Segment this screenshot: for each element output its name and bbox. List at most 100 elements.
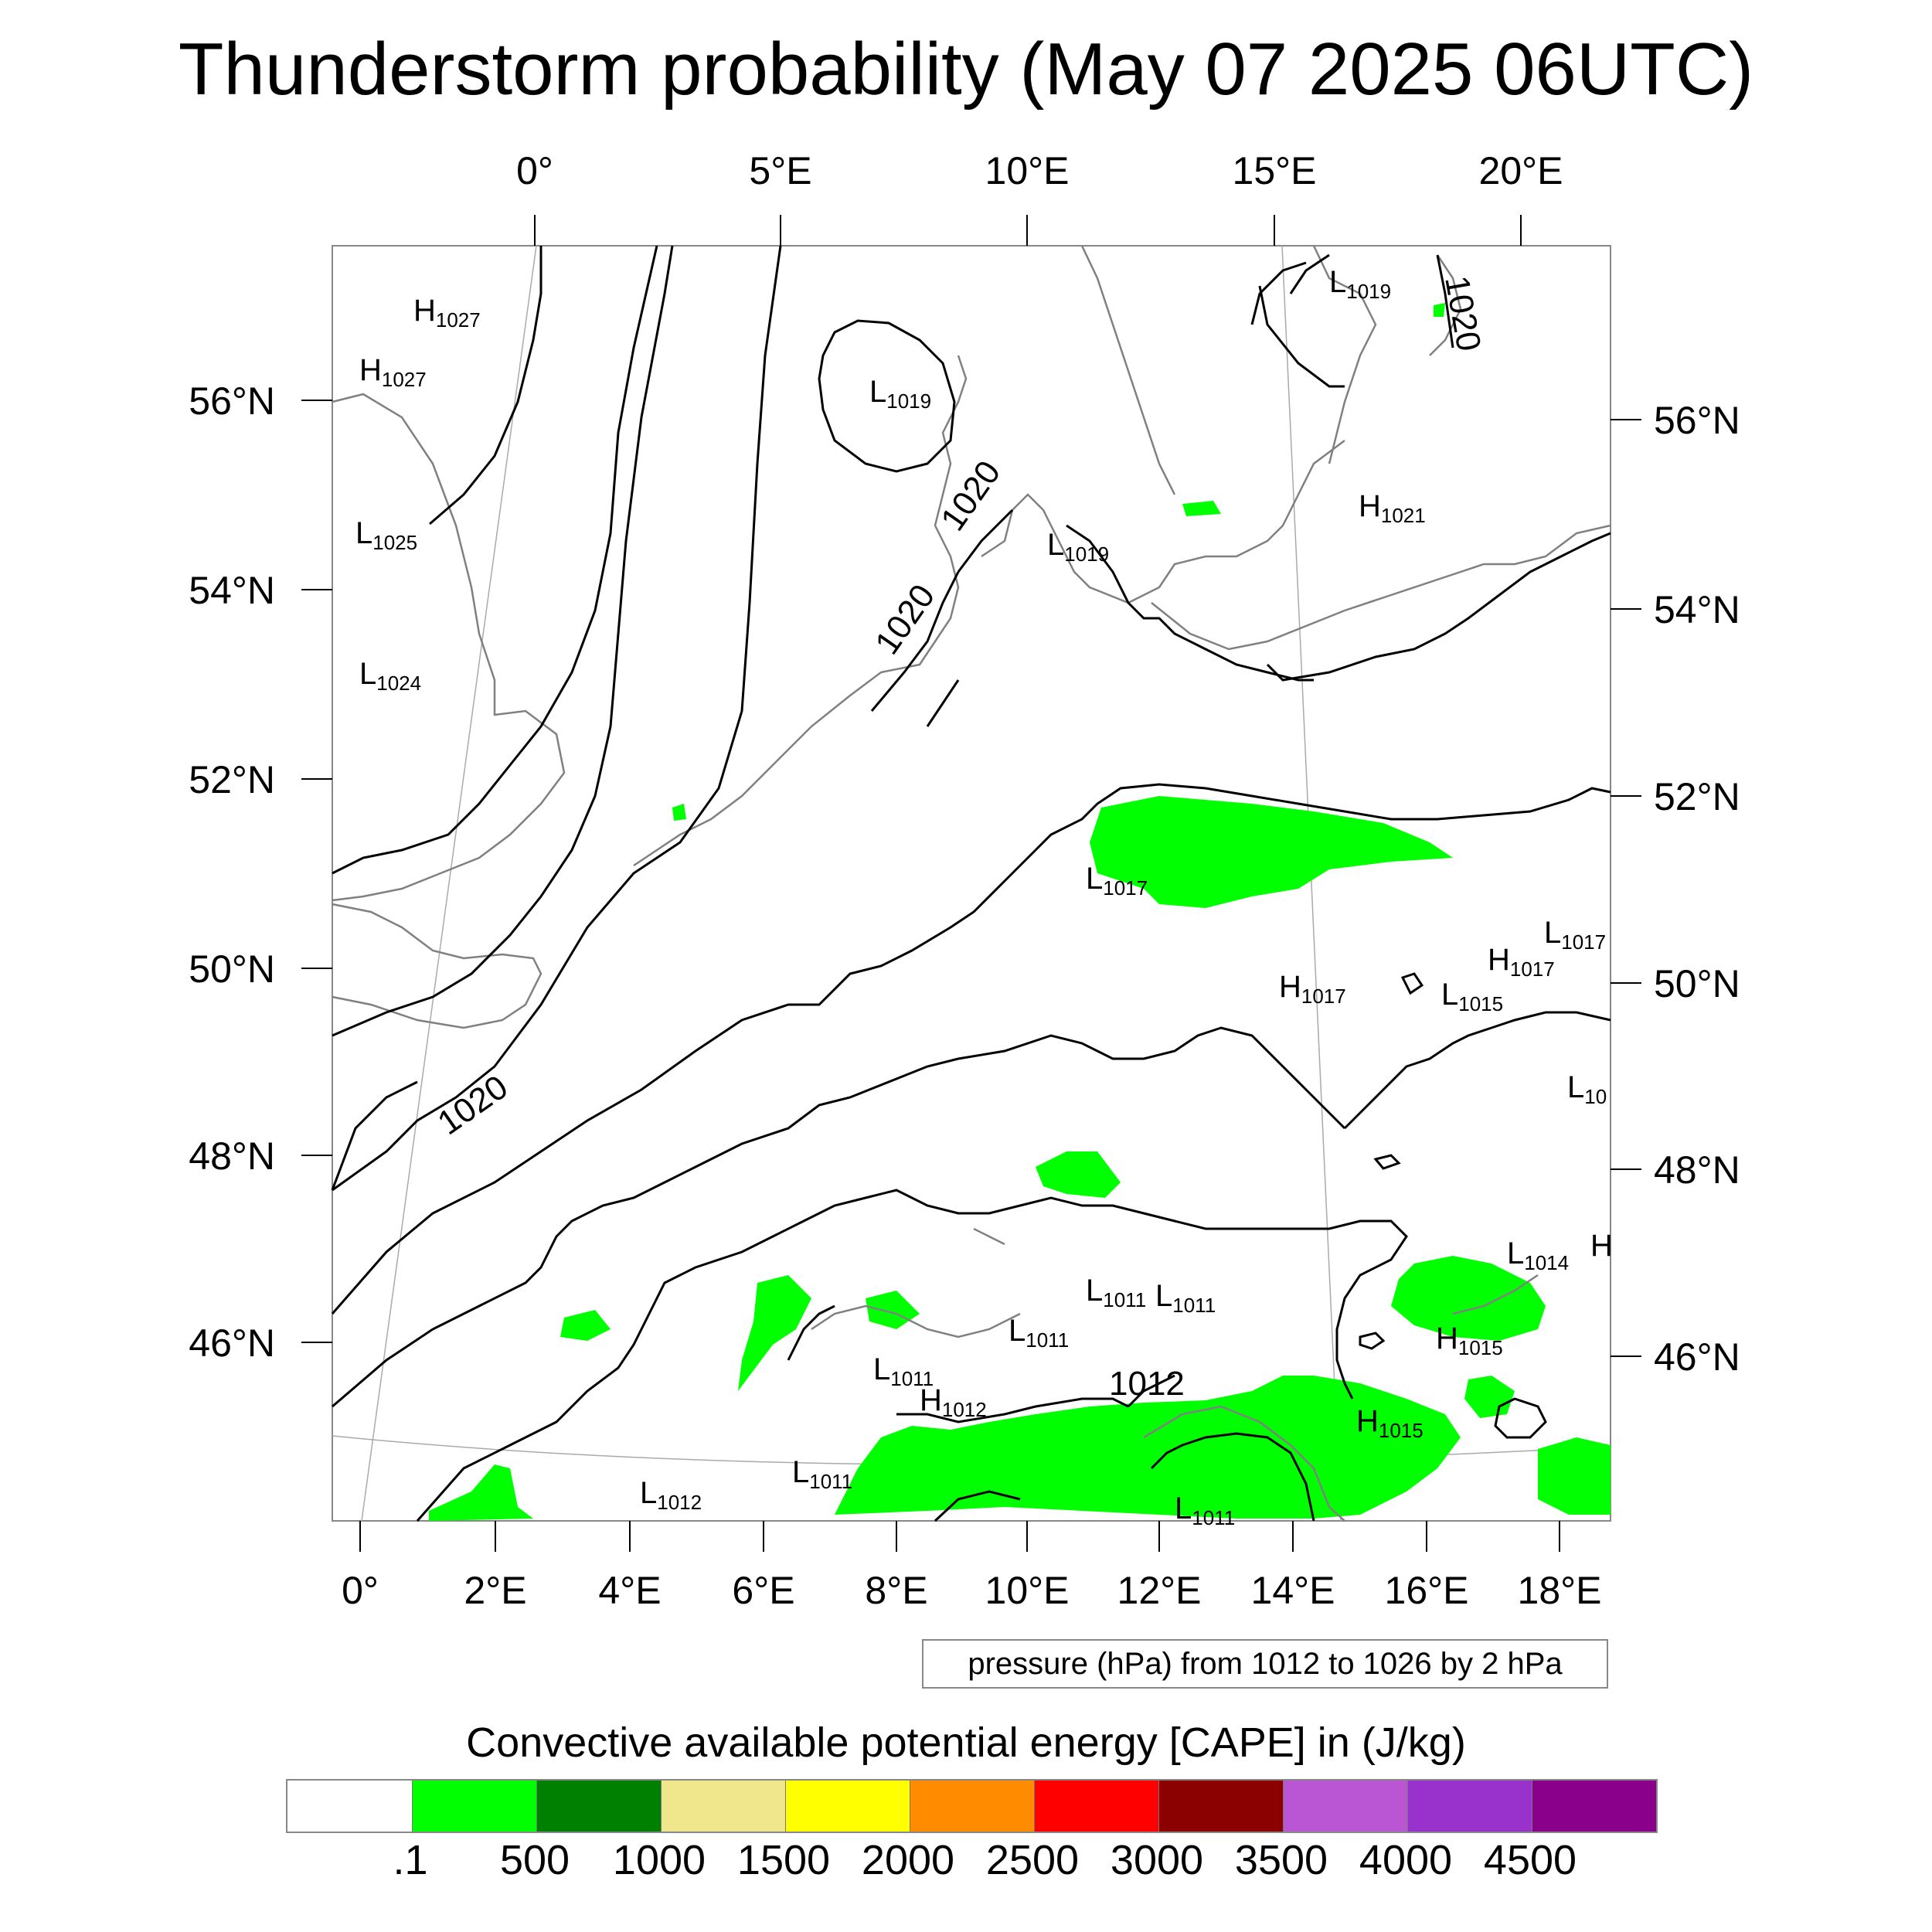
coastlines (332, 245, 1611, 1522)
cape-area-alps-west (738, 1275, 811, 1391)
colorbar-swatch (287, 1781, 412, 1832)
pressure-center: L1011 (1009, 1314, 1069, 1352)
pressure-center: L1019 (1047, 528, 1109, 566)
pressure-center: L1011 (873, 1352, 934, 1390)
tick-label: 10°E (985, 149, 1070, 192)
tick-label: 54°N (1654, 588, 1740, 631)
pressure-center: L1017 (1086, 862, 1148, 900)
pressure-center: H1012 (920, 1383, 987, 1421)
cape-area-east2 (1464, 1376, 1515, 1418)
cape-area-east (1391, 1256, 1546, 1341)
tick-label: 52°N (189, 758, 275, 801)
tick-label: 6°E (732, 1569, 794, 1612)
colorbar-label: 1000 (612, 1837, 706, 1883)
tick-label: 15°E (1233, 149, 1317, 192)
colorbar (286, 1779, 1658, 1833)
colorbar-title: Convective available potential energy [C… (466, 1719, 1466, 1766)
cape-area-sweden (1434, 303, 1445, 317)
tick-label: 52°N (1654, 775, 1740, 818)
tick-label: 50°N (1654, 962, 1740, 1005)
tick-label: 48°N (1654, 1148, 1740, 1192)
colorbar-swatch (910, 1781, 1034, 1832)
pressure-center: H1027 (359, 353, 427, 391)
pressure-center: H1015 (1436, 1321, 1503, 1359)
right-lat-labels: 56°N 54°N 52°N 50°N 48°N 46°N (1654, 399, 1740, 1379)
pressure-center: L1017 (1544, 916, 1606, 954)
tick-label: 12°E (1117, 1569, 1202, 1612)
colorbar-swatch (536, 1781, 661, 1832)
pressure-center: H (1590, 1229, 1613, 1263)
colorbar-swatch (1034, 1781, 1158, 1832)
pressure-center: L1019 (1329, 265, 1391, 303)
chart-title: Thunderstorm probability (May 07 2025 06… (178, 28, 1754, 111)
tick-label: 10°E (985, 1569, 1070, 1612)
tick-label: 46°N (1654, 1335, 1740, 1379)
cape-area-baltic (1182, 501, 1221, 516)
colorbar-swatch (1407, 1781, 1532, 1832)
colorbar-label: 3500 (1234, 1837, 1328, 1883)
colorbar-label: 3000 (1110, 1837, 1204, 1883)
tick-label: 48°N (189, 1134, 275, 1178)
pressure-center: L1011 (1155, 1279, 1216, 1317)
colorbar-label: 4000 (1359, 1837, 1453, 1883)
tick-label: 4°E (598, 1569, 661, 1612)
pressure-center-group: H1027 H1027 L1025 L1024 L1019 L1019 L101… (355, 265, 1613, 1529)
tick-label: 56°N (189, 379, 275, 423)
pressure-center: H1017 (1488, 943, 1555, 981)
pressure-center: H1027 (413, 294, 481, 332)
pressure-center: H1021 (1359, 489, 1426, 527)
pressure-center: L1014 (1507, 1236, 1569, 1274)
cape-area-alps-north (1036, 1151, 1121, 1198)
pressure-center: L1019 (869, 375, 931, 413)
map-frame (332, 245, 1611, 1522)
tick-label: 16°E (1385, 1569, 1469, 1612)
colorbar-swatch (1158, 1781, 1283, 1832)
pressure-center: L1024 (359, 657, 421, 695)
tick-label: 8°E (865, 1569, 927, 1612)
left-lat-labels: 56°N 54°N 52°N 50°N 48°N 46°N (189, 379, 275, 1365)
pressure-center: H1015 (1356, 1404, 1423, 1442)
colorbar-label: 2000 (861, 1837, 955, 1883)
tick-label: 5°E (749, 149, 811, 192)
tick-marks (301, 215, 1641, 1552)
colorbar-label: 1500 (736, 1837, 831, 1883)
cape-areas (429, 303, 1611, 1521)
tick-label: 50°N (189, 947, 275, 991)
pressure-center: L1011 (792, 1455, 852, 1493)
tick-label: 46°N (189, 1321, 275, 1365)
colorbar-label: 2500 (985, 1837, 1080, 1883)
colorbar-swatch (1532, 1781, 1656, 1832)
colorbar-swatch (1283, 1781, 1407, 1832)
pressure-info-box: pressure (hPa) from 1012 to 1026 by 2 hP… (922, 1639, 1608, 1689)
top-lon-labels: 0° 5°E 10°E 15°E 20°E (516, 149, 1563, 192)
tick-label: 0° (342, 1569, 379, 1612)
colorbar-label: 500 (499, 1837, 570, 1883)
cape-area-south (835, 1376, 1461, 1519)
colorbar-swatch (661, 1781, 785, 1832)
pressure-center: L10 (1567, 1070, 1607, 1108)
cape-area-sw (429, 1464, 533, 1521)
pressure-center: L1011 (1175, 1492, 1235, 1529)
colorbar-swatch (412, 1781, 536, 1832)
cape-area-north-fr (672, 804, 686, 821)
contour-label: 1012 (1109, 1365, 1185, 1403)
colorbar-label: 4500 (1483, 1837, 1577, 1883)
cape-area-west (560, 1310, 611, 1341)
pressure-center: H1017 (1279, 970, 1346, 1008)
tick-label: 14°E (1251, 1569, 1335, 1612)
pressure-center: L1015 (1441, 978, 1503, 1015)
cape-area-central (1090, 796, 1453, 908)
pressure-center: L1012 (640, 1476, 702, 1514)
cape-area-se (1538, 1437, 1611, 1515)
colorbar-label: .1 (393, 1837, 428, 1883)
tick-label: 54°N (189, 569, 275, 612)
tick-label: 20°E (1479, 149, 1563, 192)
colorbar-swatch (785, 1781, 910, 1832)
bottom-lon-labels: 0° 2°E 4°E 6°E 8°E 10°E 12°E 14°E 16°E 1… (342, 1569, 1601, 1612)
tick-label: 2°E (464, 1569, 526, 1612)
pressure-center: L1011 (1086, 1274, 1146, 1311)
tick-label: 18°E (1518, 1569, 1602, 1612)
pressure-contours (331, 245, 1611, 1522)
tick-label: 56°N (1654, 399, 1740, 442)
